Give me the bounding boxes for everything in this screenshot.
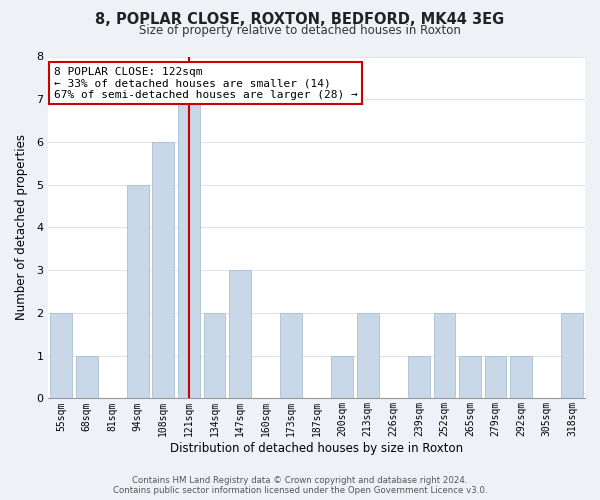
Text: 8, POPLAR CLOSE, ROXTON, BEDFORD, MK44 3EG: 8, POPLAR CLOSE, ROXTON, BEDFORD, MK44 3… xyxy=(95,12,505,28)
Bar xyxy=(127,184,149,398)
Bar xyxy=(331,356,353,399)
Text: Contains HM Land Registry data © Crown copyright and database right 2024.
Contai: Contains HM Land Registry data © Crown c… xyxy=(113,476,487,495)
Bar xyxy=(229,270,251,398)
Bar xyxy=(50,313,72,398)
Bar xyxy=(408,356,430,399)
Y-axis label: Number of detached properties: Number of detached properties xyxy=(15,134,28,320)
Bar xyxy=(434,313,455,398)
Bar xyxy=(459,356,481,399)
X-axis label: Distribution of detached houses by size in Roxton: Distribution of detached houses by size … xyxy=(170,442,463,455)
Text: 8 POPLAR CLOSE: 122sqm
← 33% of detached houses are smaller (14)
67% of semi-det: 8 POPLAR CLOSE: 122sqm ← 33% of detached… xyxy=(53,67,358,100)
Bar xyxy=(510,356,532,399)
Text: Size of property relative to detached houses in Roxton: Size of property relative to detached ho… xyxy=(139,24,461,37)
Bar xyxy=(203,313,225,398)
Bar xyxy=(152,142,174,399)
Bar xyxy=(76,356,98,399)
Bar xyxy=(485,356,506,399)
Bar xyxy=(562,313,583,398)
Bar xyxy=(178,99,200,398)
Bar xyxy=(357,313,379,398)
Bar xyxy=(280,313,302,398)
